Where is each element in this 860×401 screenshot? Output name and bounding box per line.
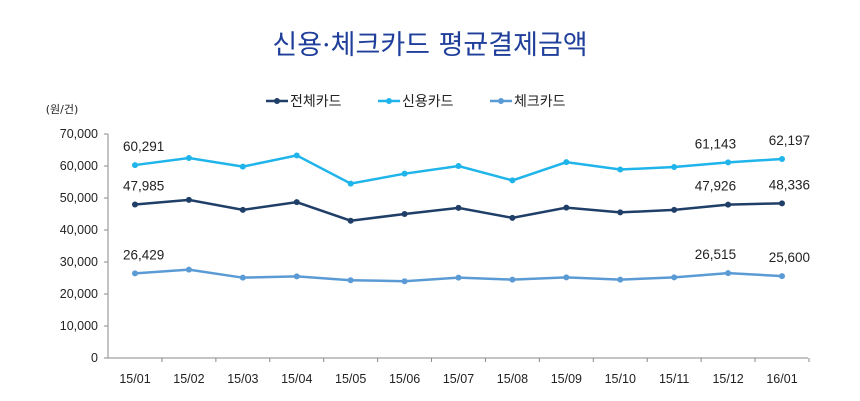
y-tick-label: 0	[91, 351, 98, 365]
data-point	[779, 200, 785, 207]
data-point	[509, 214, 516, 221]
data-point	[185, 196, 192, 203]
data-label: 25,600	[769, 250, 810, 265]
data-point	[671, 274, 678, 281]
data-point	[509, 276, 516, 283]
data-label: 60,291	[123, 139, 164, 154]
x-tick-label: 15/05	[335, 372, 366, 386]
legend-marker	[386, 98, 392, 104]
data-point	[293, 199, 300, 206]
x-tick-label: 15/09	[551, 372, 582, 386]
y-tick-label: 50,000	[60, 191, 98, 205]
x-tick-label: 15/07	[443, 372, 474, 386]
series-lines: 47,985 47,926 48,336 60,291 61,143 62,197 26,4…	[123, 133, 810, 285]
y-tick-label: 10,000	[60, 319, 98, 333]
data-point	[725, 270, 732, 277]
data-label: 62,197	[769, 133, 810, 148]
data-point	[293, 273, 300, 280]
legend-item: 전체카드	[266, 94, 342, 110]
data-point	[239, 274, 246, 281]
chart-title: 신용·체크카드 평균결제금액	[272, 30, 587, 61]
y-tick-label: 20,000	[60, 287, 98, 301]
data-point	[617, 166, 624, 173]
x-tick-label: 15/02	[173, 372, 204, 386]
unit-label: (원/건)	[46, 103, 79, 116]
y-tick-label: 40,000	[60, 223, 98, 237]
data-point	[132, 270, 138, 277]
data-point	[455, 274, 462, 281]
data-point	[617, 209, 624, 216]
legend-marker	[274, 98, 280, 104]
data-label: 47,985	[123, 178, 164, 193]
data-point	[347, 277, 354, 284]
series-0: 47,985 47,926 48,336	[123, 177, 810, 224]
data-label: 61,143	[695, 136, 736, 151]
data-point	[779, 155, 785, 162]
data-point	[401, 170, 408, 177]
x-tick-label: 15/10	[605, 372, 636, 386]
y-tick-label: 70,000	[60, 127, 98, 141]
legend-item: 신용카드	[378, 94, 454, 110]
data-point	[671, 206, 678, 213]
data-point	[401, 278, 408, 285]
data-point	[132, 162, 138, 169]
data-point	[132, 201, 138, 208]
x-tick-label: 15/01	[119, 372, 150, 386]
data-point	[455, 204, 462, 211]
data-label: 26,515	[695, 247, 736, 262]
data-point	[563, 204, 570, 211]
data-point	[725, 201, 732, 208]
legend-label: 신용카드	[402, 94, 454, 110]
data-point	[617, 276, 624, 283]
data-point	[725, 159, 732, 166]
data-point	[455, 163, 462, 169]
series-2: 26,429 26,515 25,600	[123, 247, 810, 285]
legend-marker	[498, 98, 504, 104]
data-point	[563, 274, 570, 281]
x-tick-label: 15/06	[389, 372, 420, 386]
x-tick-label: 15/12	[712, 372, 743, 386]
legend-item: 체크카드	[490, 94, 566, 110]
data-point	[293, 152, 300, 159]
y-tick-label: 60,000	[60, 159, 98, 173]
axes: 0 10,000 20,000 30,000 40,000 50,000 60,000 70,…	[60, 127, 810, 386]
data-label: 48,336	[769, 177, 810, 192]
data-point	[347, 217, 354, 224]
data-point	[401, 211, 408, 217]
data-point	[185, 266, 192, 273]
x-tick-label: 15/03	[227, 372, 258, 386]
data-point	[671, 163, 678, 170]
legend-label: 체크카드	[514, 94, 566, 110]
data-point	[347, 180, 354, 187]
x-tick-label: 15/04	[281, 372, 312, 386]
legend: 전체카드 신용카드 체크카드	[266, 94, 566, 110]
data-point	[779, 273, 785, 280]
data-label: 26,429	[123, 247, 164, 262]
series-line	[134, 154, 783, 185]
x-tick-label: 16/01	[766, 372, 797, 386]
data-label: 47,926	[695, 179, 736, 194]
x-tick-label: 15/08	[497, 372, 528, 386]
legend-label: 전체카드	[290, 94, 342, 110]
data-point	[185, 155, 192, 161]
series-1: 60,291 61,143 62,197	[123, 133, 810, 187]
x-tick-label: 15/11	[659, 372, 689, 386]
data-point	[563, 159, 570, 166]
data-point	[239, 163, 246, 170]
data-point	[509, 177, 516, 184]
y-tick-label: 30,000	[60, 255, 98, 269]
data-point	[239, 206, 246, 213]
